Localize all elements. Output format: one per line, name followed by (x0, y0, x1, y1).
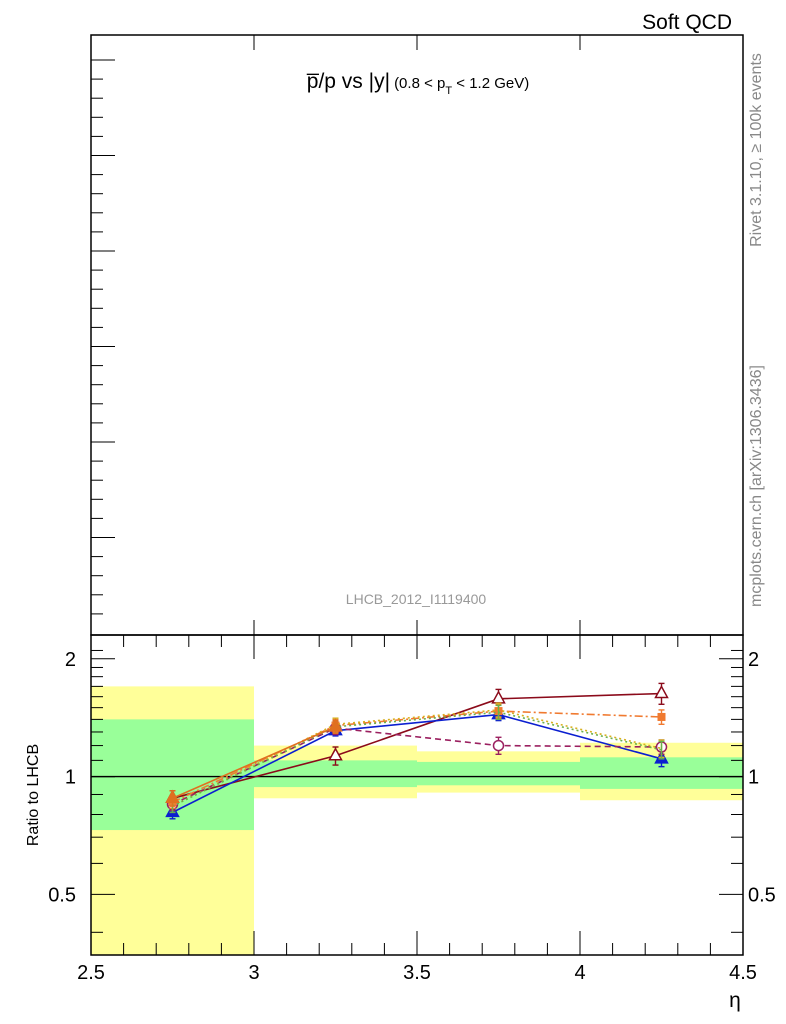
ratio-panel-ticks (90, 635, 744, 955)
mcplots-reference-label: mcplots.cern.ch [arXiv:1306.3436] (748, 365, 765, 607)
y-tick-label-right: 2 (748, 649, 759, 671)
y-tick-label-right: 1 (748, 767, 759, 789)
data-point (328, 747, 343, 761)
main-panel-ticks (90, 35, 744, 635)
title-main: p̅/p vs |y| (306, 70, 390, 93)
title-range-sub: T (445, 85, 452, 97)
y-tick-label-left: 0.5 (48, 884, 76, 906)
x-tick-label: 4.5 (729, 962, 757, 984)
x-tick-label: 4 (574, 962, 585, 984)
rivet-version-label: Rivet 3.1.10, ≥ 100k events (748, 53, 765, 247)
main-panel-frame (90, 34, 744, 636)
series-line (172, 711, 662, 807)
x-axis-label: η (729, 989, 741, 1012)
data-point (165, 789, 180, 804)
series-line (172, 713, 662, 814)
category-label: Soft QCD (642, 11, 732, 34)
series-line (172, 710, 662, 803)
data-point (328, 718, 343, 732)
series-line (172, 709, 662, 807)
y-tick-label-right: 0.5 (748, 884, 776, 906)
ratio-panel-labels: 0.5 0.5 1 1 2 2 2.5 3 3.5 4 4.5 (48, 649, 776, 984)
title-range-suffix: < 1.2 GeV) (452, 75, 529, 92)
ratio-series-6 (165, 718, 343, 807)
series-line (172, 727, 662, 805)
ratio-series-group (165, 682, 669, 820)
analysis-id-label: LHCB_2012_I1119400 (346, 591, 487, 607)
data-point (657, 712, 666, 721)
y-axis-label: Ratio to LHCB (25, 744, 42, 846)
y-tick-label-left: 1 (65, 767, 76, 789)
x-tick-label: 3 (248, 962, 259, 984)
data-point (654, 684, 669, 699)
green-band (417, 761, 580, 786)
main-panel-title: p̅/p vs |y| (0.8 < pT < 1.2 GeV) (306, 70, 529, 97)
y-tick-label-left: 2 (65, 649, 76, 671)
title-range-prefix: (0.8 < p (394, 75, 445, 92)
data-point (491, 690, 506, 704)
series-line (172, 692, 662, 800)
x-tick-label: 2.5 (77, 962, 105, 984)
series-line (172, 726, 336, 800)
x-tick-label: 3.5 (403, 962, 431, 984)
data-point (492, 739, 505, 752)
